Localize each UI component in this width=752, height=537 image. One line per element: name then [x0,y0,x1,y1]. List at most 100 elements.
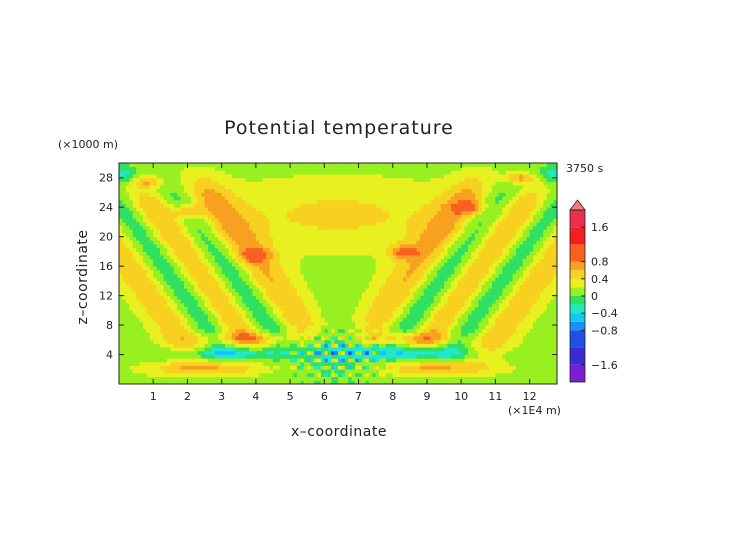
heatmap-cell [546,251,551,256]
heatmap-cell [539,347,544,352]
heatmap-cell [509,372,513,378]
heatmap-cell [392,339,397,344]
heatmap-cell [177,258,181,263]
heatmap-cell [201,369,205,374]
heatmap-cell [283,372,288,378]
heatmap-cell [519,280,524,285]
heatmap-cell [348,317,353,322]
heatmap-cell [385,376,390,381]
heatmap-cell [505,244,510,249]
heatmap-cell [334,306,339,311]
heatmap-cell [406,269,411,274]
heatmap-cell [142,247,147,252]
heatmap-cell [406,284,411,289]
heatmap-cell [447,269,452,274]
heatmap-cell [324,358,329,363]
heatmap-cell [139,336,144,341]
heatmap-cell [160,328,164,333]
heatmap-cell [382,317,387,322]
heatmap-cell [481,350,486,355]
heatmap-cell [413,255,418,260]
heatmap-cell [317,332,322,337]
heatmap-cell [132,295,137,300]
heatmap-cell [471,314,476,319]
heatmap-cell [450,273,455,278]
heatmap-cell [177,255,181,260]
heatmap-cell [444,314,448,319]
heatmap-cell [539,339,544,344]
heatmap-cell [457,266,462,271]
heatmap-cell [440,255,445,260]
heatmap-cell [379,325,383,330]
heatmap-cell [245,328,250,333]
heatmap-cell [543,280,548,285]
heatmap-cell [228,365,233,370]
heatmap-cell [546,347,551,352]
heatmap-cell [314,328,318,333]
heatmap-cell [481,284,486,289]
heatmap-cell [553,247,558,252]
heatmap-cell [355,295,359,300]
heatmap-cell [543,339,548,344]
heatmap-cell [197,361,202,366]
heatmap-cell [166,310,171,315]
heatmap-cell [142,266,147,271]
heatmap-cell [396,358,400,363]
heatmap-cell [310,369,315,374]
heatmap-cell [533,347,537,352]
heatmap-cell [180,299,185,304]
heatmap-cell [177,306,181,311]
heatmap-cell [314,365,318,370]
heatmap-cell [491,244,496,249]
heatmap-cell [533,365,537,370]
heatmap-cell [372,262,377,267]
heatmap-cell [255,321,260,326]
heatmap-cell [488,339,493,344]
heatmap-cell [396,273,400,278]
heatmap-cell [379,376,383,381]
heatmap-cell [296,251,301,256]
heatmap-cell [413,244,418,249]
heatmap-cell [187,280,192,285]
heatmap-cell [320,325,325,330]
heatmap-cell [201,321,205,326]
heatmap-cell [320,280,325,285]
heatmap-cell [331,347,335,352]
heatmap-cell [211,269,216,274]
heatmap-cell [502,336,507,341]
heatmap-cell [238,295,243,300]
heatmap-cell [286,343,291,348]
heatmap-cell [136,372,140,378]
heatmap-cell [498,244,503,249]
heatmap-cell [368,284,373,289]
heatmap-cell [355,347,359,352]
heatmap-cell [341,328,346,333]
heatmap-cell [420,328,424,333]
heatmap-cell [485,339,489,344]
heatmap-cell [365,321,370,326]
heatmap-cell [125,306,130,311]
heatmap-cell [498,361,503,366]
heatmap-cell [485,376,489,381]
heatmap-cell [515,247,520,252]
heatmap-cell [269,325,274,330]
heatmap-cell [166,262,171,267]
heatmap-cell [163,247,168,252]
heatmap-cell [481,255,486,260]
heatmap-cell [214,302,219,308]
heatmap-cell [474,244,479,249]
heatmap-cell [368,262,373,267]
heatmap-cell [341,314,346,319]
heatmap-cell [173,328,178,333]
heatmap-cell [331,336,335,341]
heatmap-cell [382,240,387,245]
heatmap-cell [485,277,489,282]
heatmap-cell [238,339,243,344]
heatmap-cell [194,302,199,308]
heatmap-cell [433,369,438,374]
heatmap-cell [201,336,205,341]
heatmap-cell [225,369,229,374]
heatmap-cell [173,302,178,308]
heatmap-cell [385,336,390,341]
heatmap-cell [471,369,476,374]
